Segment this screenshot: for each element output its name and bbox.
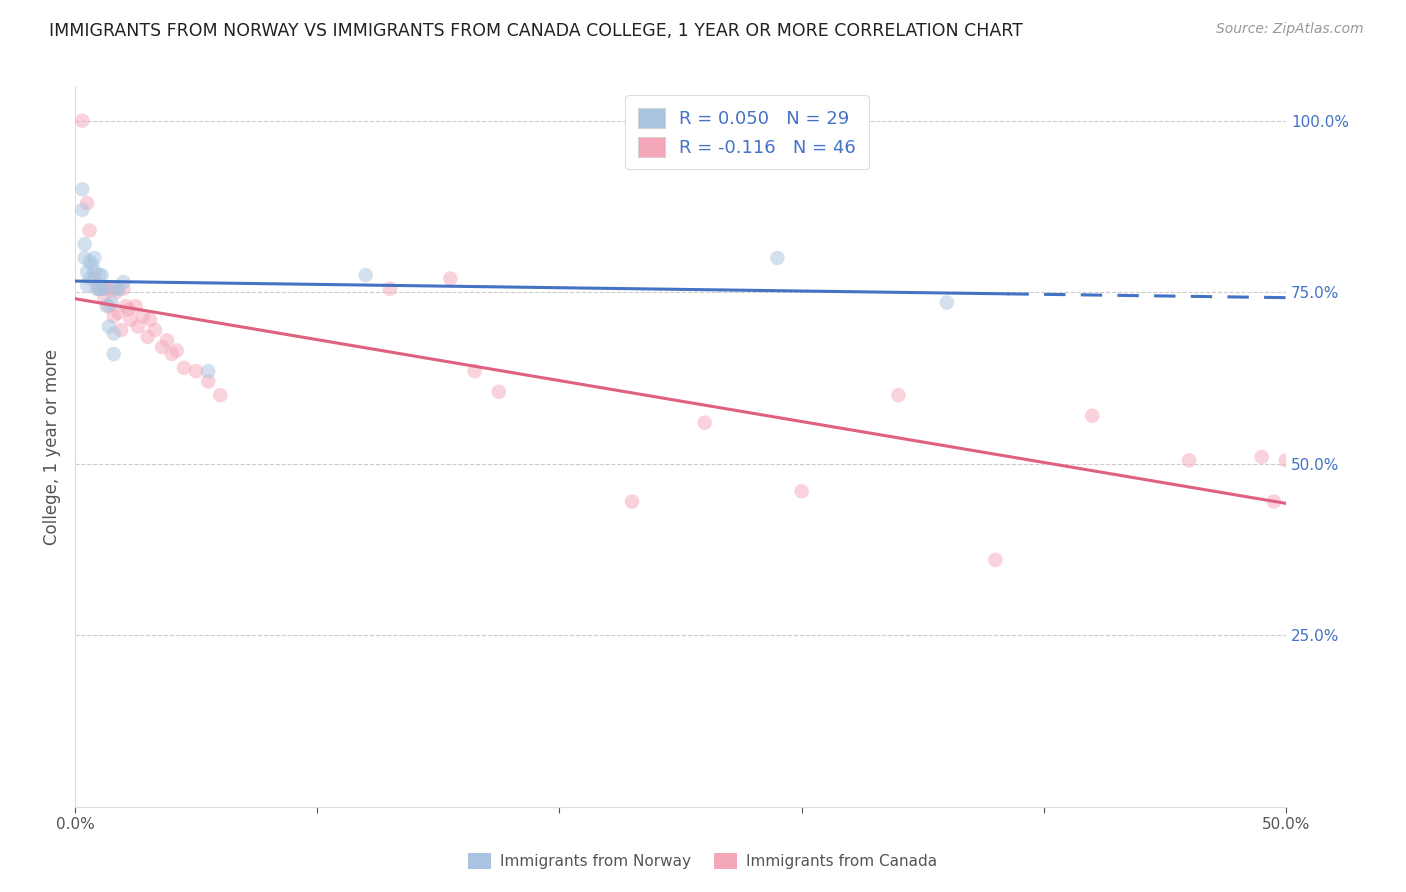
Point bbox=[132, 310, 155, 324]
Point bbox=[105, 282, 128, 296]
Point bbox=[110, 323, 132, 337]
Point bbox=[96, 299, 118, 313]
Point bbox=[766, 251, 789, 265]
Point bbox=[156, 333, 179, 347]
Point bbox=[73, 237, 96, 252]
Point bbox=[97, 319, 120, 334]
Point bbox=[93, 292, 115, 306]
Point bbox=[86, 282, 108, 296]
Point bbox=[935, 295, 957, 310]
Point bbox=[79, 271, 101, 285]
Point bbox=[107, 306, 129, 320]
Point bbox=[1275, 453, 1298, 467]
Point bbox=[1081, 409, 1104, 423]
Legend: R = 0.050   N = 29, R = -0.116   N = 46: R = 0.050 N = 29, R = -0.116 N = 46 bbox=[626, 95, 869, 169]
Point bbox=[1178, 453, 1201, 467]
Point bbox=[790, 484, 813, 499]
Point bbox=[197, 375, 219, 389]
Point bbox=[100, 282, 122, 296]
Point bbox=[83, 251, 105, 265]
Point bbox=[439, 271, 461, 285]
Point bbox=[89, 282, 111, 296]
Point bbox=[464, 364, 486, 378]
Point bbox=[184, 364, 207, 378]
Point bbox=[76, 265, 98, 279]
Point bbox=[120, 312, 142, 326]
Point bbox=[488, 384, 510, 399]
Point bbox=[103, 326, 125, 341]
Point bbox=[76, 278, 98, 293]
Point bbox=[97, 299, 120, 313]
Point bbox=[112, 275, 135, 289]
Text: IMMIGRANTS FROM NORWAY VS IMMIGRANTS FROM CANADA COLLEGE, 1 YEAR OR MORE CORRELA: IMMIGRANTS FROM NORWAY VS IMMIGRANTS FRO… bbox=[49, 22, 1024, 40]
Point bbox=[693, 416, 716, 430]
Point bbox=[139, 312, 162, 326]
Point bbox=[160, 347, 183, 361]
Point bbox=[1250, 450, 1272, 464]
Point bbox=[209, 388, 232, 402]
Point bbox=[103, 310, 125, 324]
Y-axis label: College, 1 year or more: College, 1 year or more bbox=[44, 349, 60, 545]
Point bbox=[984, 553, 1007, 567]
Point bbox=[89, 268, 111, 282]
Point bbox=[124, 299, 146, 313]
Point bbox=[378, 282, 401, 296]
Point bbox=[887, 388, 910, 402]
Point bbox=[79, 254, 101, 268]
Point bbox=[90, 282, 112, 296]
Point bbox=[354, 268, 377, 282]
Text: Source: ZipAtlas.com: Source: ZipAtlas.com bbox=[1216, 22, 1364, 37]
Point bbox=[72, 182, 94, 196]
Point bbox=[89, 282, 111, 296]
Point bbox=[100, 295, 122, 310]
Point bbox=[83, 271, 105, 285]
Point bbox=[72, 202, 94, 217]
Point bbox=[197, 364, 219, 378]
Point bbox=[73, 251, 96, 265]
Point bbox=[90, 282, 112, 296]
Point bbox=[143, 323, 166, 337]
Point bbox=[112, 282, 135, 296]
Point bbox=[621, 494, 644, 508]
Point bbox=[127, 319, 149, 334]
Point bbox=[90, 268, 112, 282]
Point bbox=[105, 285, 128, 300]
Point bbox=[107, 282, 129, 296]
Point bbox=[93, 282, 115, 296]
Point bbox=[136, 330, 159, 344]
Point bbox=[166, 343, 188, 358]
Legend: Immigrants from Norway, Immigrants from Canada: Immigrants from Norway, Immigrants from … bbox=[463, 847, 943, 875]
Point bbox=[76, 196, 98, 211]
Point bbox=[96, 282, 118, 296]
Point bbox=[117, 302, 139, 317]
Point bbox=[150, 340, 173, 354]
Point bbox=[72, 113, 94, 128]
Point bbox=[80, 258, 103, 272]
Point bbox=[83, 265, 105, 279]
Point bbox=[103, 347, 125, 361]
Point bbox=[1263, 494, 1285, 508]
Point bbox=[115, 299, 138, 313]
Point bbox=[79, 223, 101, 237]
Point bbox=[173, 360, 195, 375]
